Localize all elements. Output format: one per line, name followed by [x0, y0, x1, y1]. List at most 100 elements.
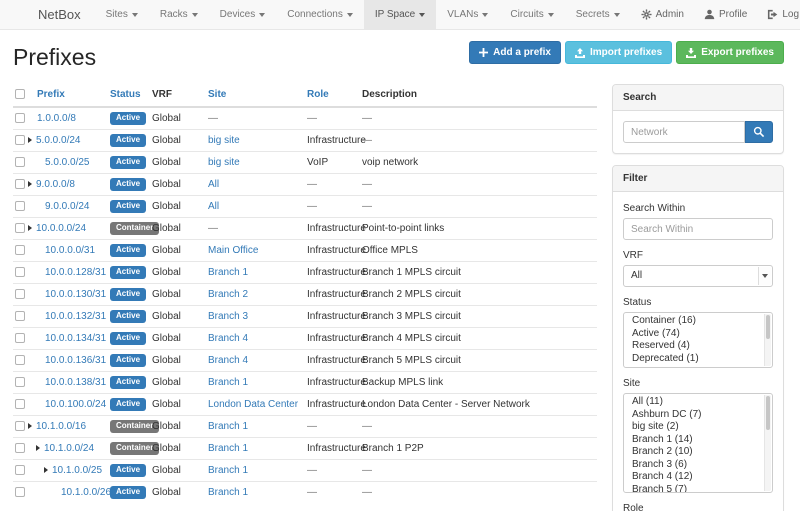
- listbox-option[interactable]: Reserved (4): [632, 340, 690, 351]
- listbox-option[interactable]: Branch 4 (12): [632, 471, 693, 482]
- row-checkbox[interactable]: [15, 134, 25, 145]
- nav-item-vlans[interactable]: VLANs: [436, 0, 499, 29]
- prefix-link[interactable]: 9.0.0.0/8: [36, 178, 75, 190]
- row-checkbox[interactable]: [15, 487, 25, 498]
- listbox-option[interactable]: Ashburn DC (7): [632, 408, 702, 420]
- row-checkbox[interactable]: [15, 464, 25, 475]
- select-all-checkbox[interactable]: [15, 89, 25, 100]
- row-checkbox[interactable]: [15, 442, 25, 453]
- column-header-prefix[interactable]: Prefix: [37, 86, 110, 108]
- prefix-link[interactable]: 5.0.0.0/24: [36, 134, 81, 146]
- site-link[interactable]: Branch 3: [208, 310, 249, 322]
- nav-menu: Sites Racks Devices Connections IP Space…: [95, 0, 631, 29]
- prefix-link[interactable]: 10.0.100.0/24: [45, 398, 107, 410]
- site-link[interactable]: Branch 1: [208, 464, 249, 476]
- row-checkbox[interactable]: [15, 332, 25, 343]
- row-checkbox[interactable]: [15, 113, 25, 124]
- nav-item-sites[interactable]: Sites: [95, 0, 149, 29]
- column-header-role[interactable]: Role: [307, 86, 362, 108]
- row-checkbox[interactable]: [15, 244, 25, 255]
- site-link[interactable]: Branch 1: [208, 442, 249, 454]
- site-link[interactable]: Branch 1: [208, 420, 249, 432]
- prefix-link[interactable]: 10.0.0.136/31: [45, 354, 107, 366]
- site-link[interactable]: Branch 1: [208, 266, 249, 278]
- add-prefix-button[interactable]: Add a prefix: [469, 41, 561, 64]
- listbox-option[interactable]: big site (2): [632, 421, 679, 432]
- prefix-link[interactable]: 10.0.0.134/31: [45, 332, 107, 344]
- row-checkbox[interactable]: [15, 398, 25, 409]
- prefix-link[interactable]: 10.0.0.128/31: [45, 266, 107, 278]
- listbox-option[interactable]: All (11): [632, 396, 663, 407]
- row-checkbox[interactable]: [15, 288, 25, 299]
- vrf-select[interactable]: All: [623, 265, 773, 287]
- table-row: 10.1.0.0/16 Container Global Branch 1 — …: [13, 414, 597, 437]
- role-value: —: [307, 178, 317, 190]
- nav-item-connections[interactable]: Connections: [276, 0, 364, 29]
- has-children-arrow-icon: [28, 224, 32, 231]
- scrollbar-thumb[interactable]: [766, 315, 770, 339]
- row-checkbox[interactable]: [15, 178, 25, 189]
- prefix-link[interactable]: 5.0.0.0/25: [45, 156, 90, 168]
- description-value: —: [362, 420, 372, 432]
- role-value: —: [307, 112, 317, 124]
- site-empty: —: [208, 222, 218, 234]
- navbar-brand[interactable]: NetBox: [38, 7, 81, 22]
- listbox-option[interactable]: Container (16): [632, 315, 696, 326]
- role-value: Infrastructure: [307, 134, 366, 146]
- prefix-link[interactable]: 10.1.0.0/16: [36, 420, 87, 432]
- prefix-link[interactable]: 10.0.0.138/31: [45, 376, 107, 388]
- row-checkbox[interactable]: [15, 354, 25, 365]
- prefix-link[interactable]: 10.0.0.130/31: [45, 288, 107, 300]
- export-prefixes-button[interactable]: Export prefixes: [676, 41, 784, 64]
- site-link[interactable]: Branch 1: [208, 486, 249, 498]
- site-link[interactable]: All: [208, 178, 220, 190]
- prefix-link[interactable]: 1.0.0.0/8: [37, 112, 76, 124]
- site-link[interactable]: Branch 2: [208, 288, 249, 300]
- site-link[interactable]: big site: [208, 156, 240, 168]
- nav-item-admin[interactable]: Admin: [631, 0, 694, 29]
- listbox-option[interactable]: Branch 3 (6): [632, 458, 688, 470]
- nav-item-circuits[interactable]: Circuits: [499, 0, 564, 29]
- search-button[interactable]: [745, 121, 773, 143]
- prefix-link[interactable]: 10.0.0.132/31: [45, 310, 107, 322]
- listbox-option[interactable]: Branch 2 (10): [632, 446, 693, 457]
- site-link[interactable]: Branch 4: [208, 354, 249, 366]
- prefix-link[interactable]: 10.0.0.0/31: [45, 244, 96, 256]
- nav-item-label: Sites: [105, 9, 128, 20]
- nav-item-racks[interactable]: Racks: [149, 0, 209, 29]
- site-link[interactable]: All: [208, 200, 220, 212]
- column-header-status[interactable]: Status: [110, 86, 152, 108]
- row-checkbox[interactable]: [15, 376, 25, 387]
- import-prefixes-button[interactable]: Import prefixes: [564, 41, 673, 64]
- prefix-link[interactable]: 9.0.0.0/24: [45, 200, 90, 212]
- site-link[interactable]: Main Office: [208, 244, 259, 256]
- row-checkbox[interactable]: [15, 266, 25, 277]
- nav-item-logout[interactable]: Log out: [757, 0, 800, 29]
- search-input[interactable]: [623, 121, 745, 143]
- row-checkbox[interactable]: [15, 310, 25, 321]
- row-checkbox[interactable]: [15, 156, 25, 167]
- prefix-link[interactable]: 10.1.0.0/25: [52, 464, 103, 476]
- row-checkbox[interactable]: [15, 222, 25, 233]
- site-link[interactable]: Branch 4: [208, 332, 249, 344]
- scrollbar-thumb[interactable]: [766, 396, 770, 430]
- nav-item-secrets[interactable]: Secrets: [565, 0, 631, 29]
- site-link[interactable]: London Data Center: [208, 398, 299, 410]
- search-within-input[interactable]: [623, 218, 773, 240]
- column-header-site[interactable]: Site: [208, 86, 307, 108]
- listbox-option[interactable]: Branch 1 (14): [632, 433, 693, 445]
- listbox-option[interactable]: Active (74): [632, 327, 680, 339]
- description-value: voip network: [362, 156, 419, 168]
- prefix-link[interactable]: 10.0.0.0/24: [36, 222, 87, 234]
- row-checkbox[interactable]: [15, 420, 25, 431]
- nav-item-ip-space[interactable]: IP Space: [363, 0, 437, 29]
- prefix-link[interactable]: 10.1.0.0/26: [61, 486, 112, 498]
- listbox-option[interactable]: Deprecated (1): [632, 352, 699, 364]
- nav-item-profile[interactable]: Profile: [694, 0, 757, 29]
- site-link[interactable]: Branch 1: [208, 376, 249, 388]
- prefix-link[interactable]: 10.1.0.0/24: [44, 442, 95, 454]
- site-link[interactable]: big site: [208, 134, 240, 146]
- listbox-option[interactable]: Branch 5 (7): [632, 483, 688, 493]
- row-checkbox[interactable]: [15, 200, 25, 211]
- nav-item-devices[interactable]: Devices: [209, 0, 277, 29]
